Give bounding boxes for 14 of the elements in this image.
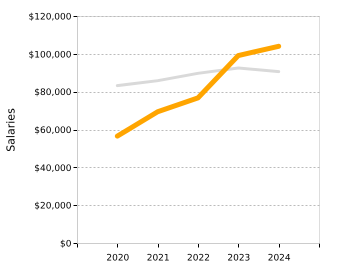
y-tick-label: $20,000: [34, 202, 72, 212]
y-tick-label: $0: [60, 240, 72, 250]
y-tick-label: $100,000: [28, 50, 72, 60]
x-tick-label: 2020: [106, 254, 130, 264]
y-axis-title: Salaries: [4, 108, 18, 152]
line-series: [116, 66, 280, 88]
x-tick-label: 2024: [268, 254, 291, 264]
y-tick-label: $120,000: [28, 12, 72, 22]
y-tick-label: $80,000: [34, 88, 72, 98]
y-tick-label: $40,000: [34, 164, 72, 174]
y-tick-label: $60,000: [34, 126, 72, 136]
x-tick-label: 2022: [187, 254, 210, 264]
x-tick-label: 2023: [227, 254, 250, 264]
x-tick-label: 2021: [146, 254, 170, 264]
